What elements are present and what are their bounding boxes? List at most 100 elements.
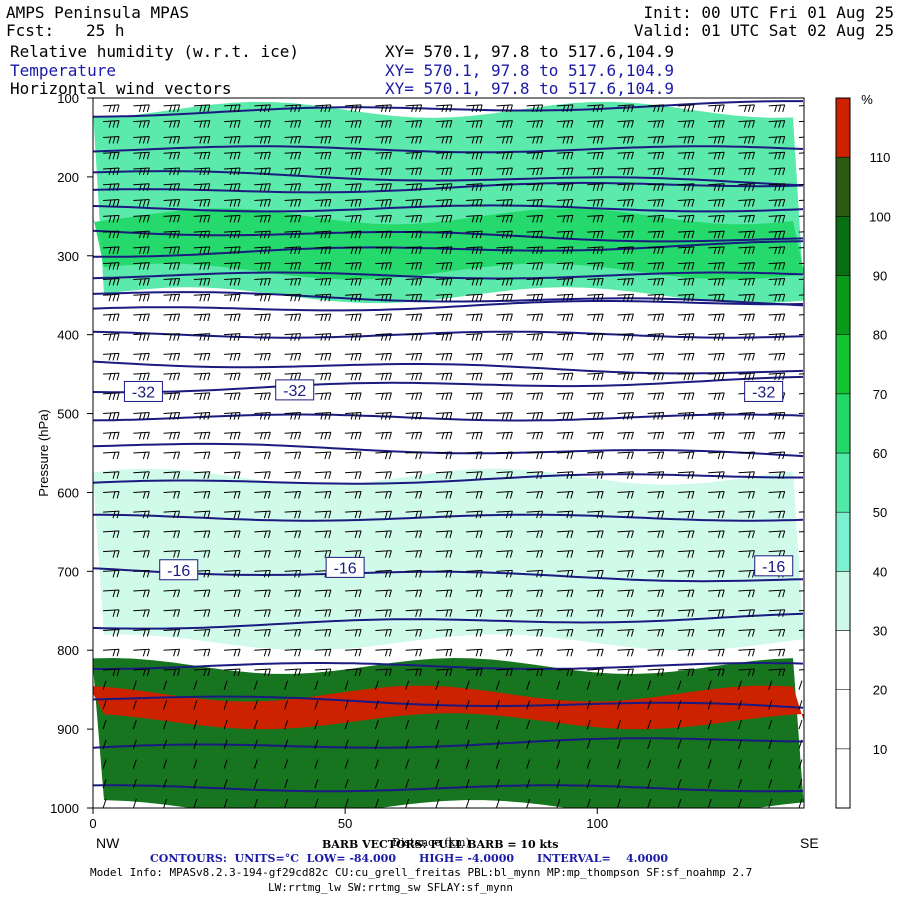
wind-barb	[163, 412, 181, 420]
barb-flag	[721, 104, 725, 113]
barb-flag	[237, 262, 241, 270]
wind-barb	[466, 352, 483, 361]
wind-barb	[133, 668, 150, 677]
barb-flag	[713, 353, 717, 361]
wind-barb	[708, 648, 725, 657]
isotherm	[93, 473, 803, 485]
barb-flag	[562, 333, 566, 341]
wind-barb	[495, 759, 500, 769]
barb-flag	[540, 649, 544, 657]
barb-flag	[751, 333, 755, 341]
wind-barb	[254, 246, 271, 255]
colorbar-band	[835, 630, 851, 690]
barb-flag	[661, 668, 665, 677]
barb-flag	[713, 412, 717, 420]
barb-flag	[354, 668, 358, 677]
barb-flag	[661, 609, 665, 617]
wind-barb	[526, 135, 544, 144]
barb-flag	[445, 392, 449, 400]
barb-flag	[751, 294, 755, 302]
barb-shaft	[556, 451, 573, 454]
barb-flag	[747, 491, 751, 499]
barb-flag	[592, 278, 596, 286]
wind-barb	[132, 719, 137, 730]
field-rh: Relative humidity (w.r.t. ice)	[10, 42, 299, 61]
wind-barb	[103, 230, 120, 239]
wind-barb	[405, 262, 423, 270]
wind-barb	[526, 262, 544, 270]
wind-barb	[405, 352, 423, 361]
barb-flag	[475, 451, 479, 460]
wind-barb	[163, 779, 168, 789]
barb-flag	[237, 570, 241, 578]
barb-flag	[479, 353, 483, 361]
wind-barb	[374, 719, 379, 730]
wind-barb	[466, 104, 483, 113]
barb-flag	[778, 491, 782, 499]
barb-flag	[596, 491, 600, 499]
wind-barb	[314, 183, 332, 191]
wind-barb	[708, 451, 725, 460]
barb-flag	[657, 530, 661, 539]
wind-barb	[617, 530, 634, 539]
barb-flag	[384, 432, 388, 440]
barb-flag	[328, 392, 332, 400]
barb-flag	[112, 353, 116, 361]
wind-barb	[677, 412, 695, 420]
wind-barb	[284, 451, 302, 460]
barb-flag	[116, 104, 120, 113]
rh-region	[93, 208, 804, 280]
barb-flag	[207, 199, 211, 207]
barb-flag	[419, 550, 423, 558]
barb-flag	[380, 152, 384, 160]
wind-barb	[345, 151, 362, 160]
barb-shaft	[102, 798, 107, 808]
barb-shaft	[224, 648, 241, 651]
barb-shaft	[133, 490, 150, 493]
barb-flag	[479, 262, 483, 270]
barb-shaft	[344, 779, 349, 789]
wind-barb	[103, 530, 120, 539]
wind-barb	[103, 372, 120, 381]
barb-flag	[419, 589, 423, 598]
wind-barb	[254, 471, 271, 479]
colorbar-band	[835, 393, 851, 454]
barb-flag	[112, 491, 116, 499]
barb-flag	[116, 530, 120, 539]
barb-shaft	[284, 700, 289, 710]
barb-shaft	[647, 700, 652, 710]
barb-flag	[267, 570, 271, 578]
barb-flag	[177, 668, 181, 677]
barb-shaft	[677, 609, 694, 612]
wind-barb	[466, 277, 483, 286]
barb-shaft	[254, 629, 271, 631]
wind-barb	[768, 183, 786, 191]
wind-barb	[405, 104, 423, 113]
wind-barb	[466, 629, 483, 637]
barb-flag	[358, 550, 362, 558]
barb-flag	[778, 152, 782, 160]
barb-flag	[596, 278, 600, 286]
barb-flag	[320, 215, 324, 223]
barb-flag	[774, 120, 778, 128]
wind-barb	[102, 739, 107, 749]
barb-flag	[324, 183, 328, 191]
barb-flag	[592, 392, 596, 400]
barb-flag	[290, 120, 294, 128]
barb-flag	[177, 609, 181, 617]
barb-flag	[324, 262, 328, 270]
barb-flag	[600, 451, 604, 460]
barb-shaft	[677, 490, 694, 493]
wind-barb	[647, 490, 665, 499]
barb-shaft	[224, 589, 241, 592]
barb-flag	[203, 570, 207, 578]
barb-flag	[505, 353, 509, 361]
wind-barb	[556, 759, 561, 769]
barb-flag	[263, 167, 267, 176]
barb-flag	[203, 333, 207, 341]
barb-flag	[449, 432, 453, 440]
barb-flag	[358, 104, 362, 113]
barb-flag	[782, 589, 786, 598]
barb-shaft	[526, 668, 543, 671]
barb-flag	[294, 649, 298, 657]
